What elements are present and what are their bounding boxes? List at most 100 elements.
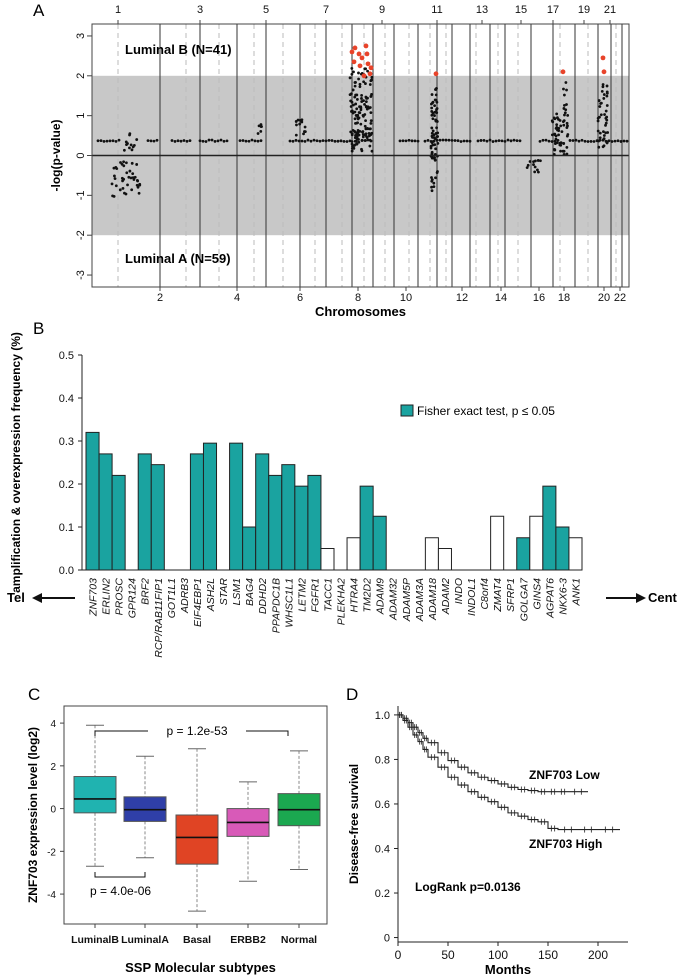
bar-htra4: [346, 537, 361, 571]
data-point: [494, 139, 498, 143]
data-point: [312, 138, 316, 142]
data-point: [369, 121, 373, 125]
category-label: ASH2L: [205, 578, 217, 612]
data-point: [204, 140, 208, 143]
y-tick-label: 0.2: [375, 888, 390, 900]
data-point: [351, 59, 357, 65]
data-point: [509, 139, 513, 143]
data-point: [111, 194, 115, 198]
panel-label-a: A: [33, 1, 45, 20]
data-point: [118, 188, 122, 192]
data-point: [532, 163, 535, 166]
data-point: [559, 124, 563, 128]
data-point: [423, 139, 427, 143]
data-point: [598, 136, 602, 140]
data-point: [512, 138, 516, 142]
data-point: [303, 130, 307, 134]
data-point: [351, 88, 355, 92]
data-point: [339, 139, 343, 143]
category-label: HTRA4: [349, 578, 361, 613]
data-point: [119, 161, 122, 164]
data-point: [525, 166, 529, 170]
censor-marks: [399, 711, 582, 795]
data-point: [601, 69, 607, 75]
category-label: ADAM32: [388, 578, 400, 621]
y-tick-label: 1: [75, 113, 87, 119]
data-point: [453, 139, 457, 142]
data-point: [291, 139, 295, 143]
chromosome-label-bottom: 20: [598, 292, 610, 304]
bar-prosc: [111, 474, 126, 571]
data-point: [369, 127, 372, 131]
data-point: [605, 94, 609, 98]
x-axis-label-d: Months: [485, 962, 531, 977]
data-point: [367, 71, 373, 77]
y-tick-label: -1: [75, 190, 87, 200]
panel-b: B 0.0 0.1 0.2 0.3 0.4 0.5 ZNF703 ERLIN2 PROSC GPR…: [7, 319, 678, 658]
data-point: [244, 139, 248, 143]
x-tick-label: 150: [538, 948, 558, 962]
data-point: [353, 95, 357, 99]
panel-label-c: C: [28, 685, 40, 704]
data-point: [370, 149, 374, 153]
category-label: ADAM9: [375, 578, 387, 615]
data-point: [562, 87, 565, 91]
data-point: [430, 185, 433, 189]
data-point: [353, 84, 357, 88]
bracket-right: [246, 730, 289, 736]
data-point: [616, 139, 620, 143]
data-point: [355, 98, 359, 101]
data-point: [568, 139, 572, 142]
data-point: [560, 130, 564, 134]
data-point: [429, 144, 433, 148]
data-point: [476, 139, 480, 143]
cent-arrow-head: [636, 593, 646, 603]
data-point: [360, 149, 364, 153]
data-point: [413, 139, 417, 143]
data-point: [555, 123, 559, 127]
category-label: NKX6-3: [557, 578, 569, 615]
y-axis-label-a: -log(p-value): [49, 120, 63, 192]
data-point: [602, 97, 606, 100]
category-label: PROSC: [114, 578, 126, 616]
data-point: [361, 130, 364, 134]
data-point: [431, 129, 435, 133]
data-point: [366, 69, 369, 73]
data-point: [561, 120, 565, 124]
data-point: [241, 139, 245, 142]
data-point: [225, 139, 229, 143]
chromosome-label-bottom: 18: [558, 292, 570, 304]
category-label: FGFR1: [309, 578, 321, 612]
data-point: [515, 139, 519, 143]
data-point: [352, 45, 358, 51]
data-point: [541, 138, 545, 142]
x-tick-label: Basal: [183, 934, 211, 946]
data-point: [201, 139, 205, 143]
bar-tm2d2: [359, 485, 374, 571]
chromosome-label-bottom: 12: [456, 292, 468, 304]
category-label: BAG4: [244, 578, 256, 606]
data-point: [356, 113, 360, 117]
data-point: [566, 113, 570, 117]
data-point: [536, 159, 540, 162]
bar-adam18: [424, 537, 439, 571]
category-label: GINS4: [531, 578, 543, 610]
bar-zmat4: [490, 515, 505, 571]
data-point: [563, 111, 567, 115]
data-point: [182, 139, 186, 142]
x-tick-label: 100: [488, 948, 508, 962]
data-point: [436, 170, 439, 173]
data-point: [364, 139, 367, 142]
data-point: [434, 176, 437, 180]
data-point: [435, 100, 439, 104]
data-point: [350, 140, 354, 143]
data-point: [354, 93, 358, 97]
data-point: [597, 99, 601, 102]
data-point: [138, 183, 142, 187]
data-point: [122, 160, 126, 164]
data-point: [294, 133, 298, 137]
bar-ank1: [568, 537, 583, 571]
data-point: [577, 139, 581, 143]
category-label: ERLIN2: [101, 578, 113, 615]
data-point: [354, 133, 357, 137]
